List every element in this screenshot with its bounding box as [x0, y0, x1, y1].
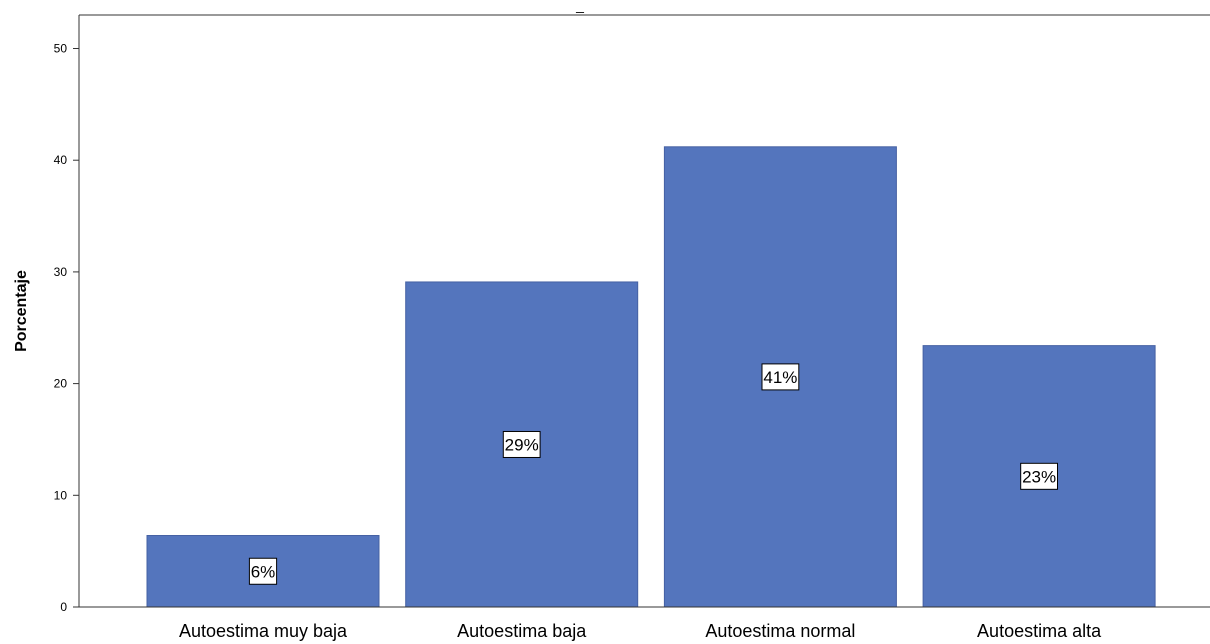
data-label: 41% — [763, 368, 797, 387]
x-category-label: Autoestima muy baja — [179, 621, 348, 641]
data-label: 23% — [1022, 467, 1056, 486]
data-label: 6% — [251, 562, 276, 581]
data-label-box — [248, 557, 278, 585]
bars — [146, 146, 1156, 608]
y-tick-label: 0 — [60, 600, 67, 614]
y-tick-label: 40 — [54, 153, 68, 167]
data-label-box — [502, 430, 541, 458]
data-label-box — [1020, 462, 1059, 490]
y-axis-label: Porcentaje — [13, 270, 30, 352]
x-category-label: Autoestima normal — [705, 621, 855, 641]
title-placeholder-mark: _ — [575, 0, 584, 13]
data-label: 29% — [505, 435, 539, 454]
y-tick-label: 50 — [54, 42, 68, 56]
data-labels: 6% 29% 41% 23% — [248, 363, 1059, 585]
y-tick-label: 30 — [54, 265, 68, 279]
y-tick-label: 20 — [54, 377, 68, 391]
y-axis-ticks: 0 10 20 30 40 50 — [54, 42, 79, 614]
x-axis-categories: Autoestima muy baja Autoestima baja Autoes… — [179, 621, 1102, 641]
data-label-box — [761, 363, 800, 391]
x-category-label: Autoestima baja — [457, 621, 587, 641]
x-category-label: Autoestima alta — [977, 621, 1102, 641]
y-tick-label: 10 — [54, 488, 68, 502]
